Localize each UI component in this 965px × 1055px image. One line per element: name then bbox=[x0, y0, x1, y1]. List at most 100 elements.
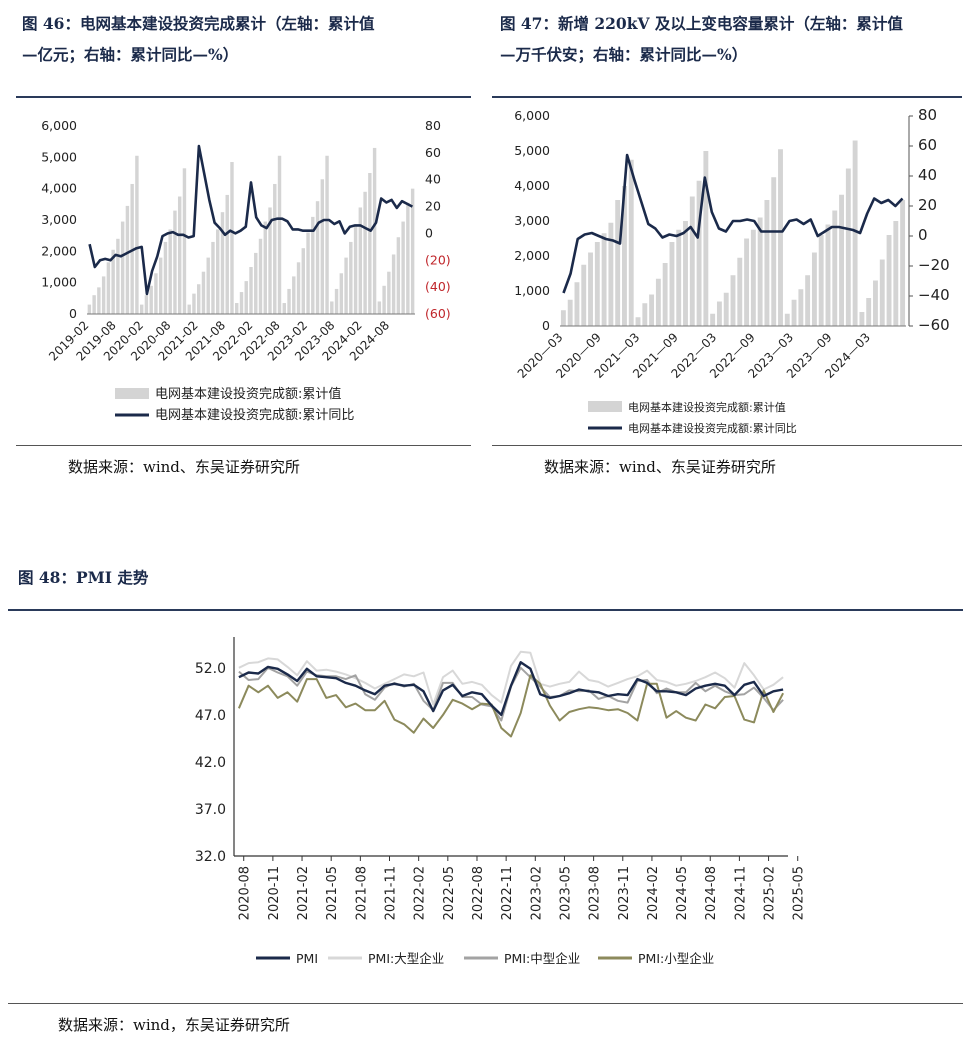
bar bbox=[277, 155, 282, 314]
legend-label-line: 电网基本建设投资完成额:累计同比 bbox=[628, 421, 797, 435]
x-axis-tick-label: 2020-08 bbox=[238, 866, 253, 920]
bar bbox=[839, 194, 844, 326]
left-axis-tick-label: 5,000 bbox=[41, 149, 77, 164]
bar bbox=[111, 249, 115, 314]
x-axis-tick-label: 2022-08 bbox=[471, 866, 486, 920]
right-axis-tick-label: (40) bbox=[425, 279, 451, 294]
bar bbox=[750, 229, 756, 326]
bar bbox=[330, 301, 334, 314]
bar bbox=[135, 155, 139, 314]
bar bbox=[363, 191, 367, 314]
x-axis-tick-label: 2024-11 bbox=[733, 866, 748, 920]
bar bbox=[377, 301, 382, 314]
bar bbox=[588, 252, 593, 326]
bar bbox=[273, 183, 277, 314]
bar bbox=[263, 221, 267, 314]
bar bbox=[771, 177, 777, 326]
left-axis-tick-label: 0 bbox=[69, 306, 77, 321]
bar bbox=[581, 264, 587, 326]
bar bbox=[206, 257, 210, 314]
bar bbox=[778, 149, 783, 326]
bar bbox=[716, 301, 722, 326]
legend-label: PMI bbox=[296, 951, 318, 966]
right-axis-tick-label: 20 bbox=[918, 196, 937, 214]
series-line bbox=[238, 650, 784, 706]
x-axis-tick-label: 2023-02 bbox=[529, 866, 544, 920]
x-axis-tick-label: 2020-11 bbox=[267, 866, 282, 920]
fig46-title-line2: —亿元；右轴：累计同比—%） bbox=[22, 45, 239, 64]
bar bbox=[662, 263, 668, 326]
bar bbox=[315, 201, 320, 314]
series-line bbox=[238, 661, 784, 717]
bar bbox=[325, 155, 329, 314]
bar bbox=[282, 303, 286, 314]
x-axis-tick-label: 2023-05 bbox=[558, 866, 573, 920]
bar bbox=[622, 186, 627, 326]
bar bbox=[87, 304, 92, 314]
bar bbox=[196, 284, 201, 314]
x-axis-tick-label: 2024-08 bbox=[704, 866, 719, 920]
bar bbox=[387, 271, 391, 314]
bar bbox=[92, 295, 96, 314]
bar bbox=[879, 259, 885, 326]
y-axis-tick-label: 42.0 bbox=[195, 755, 226, 771]
bar bbox=[120, 221, 125, 314]
bar bbox=[608, 222, 614, 326]
bar bbox=[125, 205, 130, 314]
bar bbox=[177, 196, 182, 314]
left-axis-tick-label: 2,000 bbox=[514, 248, 550, 263]
right-axis-tick-label: −60 bbox=[918, 316, 950, 334]
left-axis-tick-label: 0 bbox=[542, 318, 550, 333]
bar bbox=[139, 304, 144, 314]
x-axis-tick-label: 2024-02 bbox=[646, 866, 661, 920]
x-axis-tick-label: 2021-11 bbox=[384, 866, 399, 920]
x-axis-tick-label: 2022-11 bbox=[500, 866, 515, 920]
right-axis-tick-label: −40 bbox=[918, 286, 950, 304]
bar bbox=[187, 304, 191, 314]
bar bbox=[805, 275, 811, 326]
bar bbox=[410, 188, 415, 314]
fig46-chart: 6,000 5,000 4,000 3,000 2,000 1,000 0 80 60 40 20 0… bbox=[41, 118, 451, 423]
fig47-top-rule bbox=[492, 96, 962, 98]
right-axis-tick-label: 40 bbox=[918, 166, 937, 184]
left-axis-tick-label: 5,000 bbox=[514, 143, 550, 158]
fig46-bottom-rule bbox=[16, 445, 471, 446]
x-axis-tick-label: 2023-11 bbox=[617, 866, 632, 920]
left-axis-tick-label: 4,000 bbox=[41, 181, 77, 196]
bar bbox=[764, 200, 770, 326]
bar bbox=[567, 299, 573, 326]
bar bbox=[144, 295, 149, 314]
y-axis-tick-label: 47.0 bbox=[195, 708, 226, 724]
bar bbox=[866, 298, 872, 326]
fig47-chart: 6,000 5,000 4,000 3,000 2,000 1,000 0 80 60 40 20 0… bbox=[514, 106, 950, 435]
bar bbox=[339, 273, 344, 314]
bar bbox=[649, 294, 655, 326]
bar bbox=[301, 248, 306, 314]
right-axis-tick-label: 0 bbox=[918, 226, 928, 244]
legend-label: PMI:中型企业 bbox=[504, 951, 580, 966]
fig46-title: 图 46：电网基本建设投资完成累计（左轴：累计值 —亿元；右轴：累计同比—%） bbox=[22, 8, 374, 70]
bar bbox=[201, 271, 206, 314]
bar bbox=[225, 194, 229, 314]
bar bbox=[628, 159, 634, 326]
bar bbox=[230, 162, 234, 314]
bar bbox=[703, 151, 709, 326]
right-axis-tick-label: −20 bbox=[918, 256, 950, 274]
bar bbox=[220, 212, 225, 314]
left-axis-tick-label: 4,000 bbox=[514, 178, 550, 193]
bar bbox=[182, 168, 187, 314]
series-line bbox=[237, 674, 784, 738]
bar bbox=[635, 317, 641, 326]
left-axis-tick-label: 3,000 bbox=[41, 212, 77, 227]
bar bbox=[334, 288, 339, 314]
bar bbox=[249, 267, 253, 314]
left-axis-tick-label: 1,000 bbox=[514, 283, 550, 298]
bar bbox=[406, 202, 410, 314]
bar bbox=[349, 241, 353, 314]
bar bbox=[615, 200, 621, 326]
bar bbox=[211, 241, 215, 314]
bar bbox=[900, 200, 906, 326]
bar bbox=[158, 257, 163, 314]
bar bbox=[710, 313, 716, 326]
bar bbox=[852, 140, 858, 326]
